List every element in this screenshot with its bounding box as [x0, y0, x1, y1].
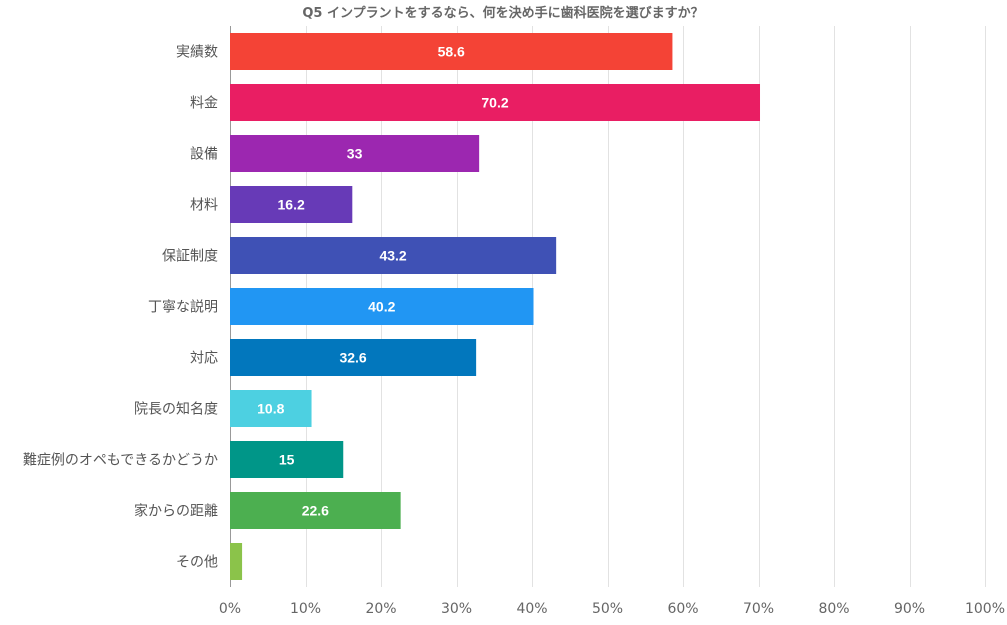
x-tick-label: 40%: [516, 601, 547, 617]
bar-7: [230, 339, 477, 376]
x-tick-label: 70%: [743, 601, 774, 617]
category-label: 院長の知名度: [134, 401, 218, 418]
data-label: 22.6: [302, 503, 329, 519]
data-label: 33: [347, 146, 363, 162]
bar-10: [230, 492, 401, 529]
x-tick-label: 80%: [818, 601, 849, 617]
x-tick-label: 0%: [219, 601, 241, 617]
category-label: その他: [176, 555, 218, 571]
category-label: 料金: [190, 96, 218, 112]
bar-3: [230, 135, 480, 172]
x-tick-label: 30%: [441, 601, 472, 617]
category-label: 材料: [190, 198, 218, 214]
category-label: 家からの距離: [134, 503, 218, 520]
bar-11: [230, 543, 243, 580]
data-label: 16.2: [278, 197, 305, 213]
data-label: 15: [279, 452, 295, 468]
value-labels: 58.6 70.2 33 16.2 43.2 40.2 32.6 10.8 15 22.6: [257, 44, 509, 519]
x-tick-label: 100%: [965, 601, 1005, 617]
category-labels: 実績数料金設備材料保証制度丁寧な説明対応院長の知名度難症例のオペもできるかどうか…: [23, 45, 218, 571]
x-tick-label: 20%: [365, 601, 396, 617]
category-label: 実績数: [176, 45, 218, 61]
data-label: 10.8: [257, 401, 284, 417]
data-label: 70.2: [481, 95, 508, 111]
x-axis-ticks: 0% 10% 20% 30% 40% 50% 60% 70% 80% 90% 100%: [219, 601, 1005, 617]
data-label: 32.6: [339, 350, 366, 366]
x-tick-label: 60%: [667, 601, 698, 617]
category-label: 難症例のオペもできるかどうか: [23, 453, 218, 469]
category-label: 対応: [190, 351, 218, 367]
bar-1: [230, 33, 673, 70]
bar-5: [230, 237, 557, 274]
category-label: 丁寧な説明: [148, 299, 218, 316]
bar-6: [230, 288, 534, 325]
data-label: 40.2: [368, 299, 395, 315]
x-tick-label: 10%: [290, 601, 321, 617]
data-label: 43.2: [379, 248, 406, 264]
category-label: 設備: [190, 147, 218, 163]
chart-title: Q5 インプラントをするなら、何を決め手に歯科医院を選びますか？: [302, 5, 703, 21]
bar-9: [230, 441, 344, 478]
bar-4: [230, 186, 353, 223]
category-label: 保証制度: [162, 249, 218, 265]
bars: [230, 33, 761, 580]
bar-8: [230, 390, 312, 427]
data-label: 58.6: [438, 44, 465, 60]
x-tick-label: 90%: [894, 601, 925, 617]
x-tick-label: 50%: [592, 601, 623, 617]
bar-2: [230, 84, 761, 121]
